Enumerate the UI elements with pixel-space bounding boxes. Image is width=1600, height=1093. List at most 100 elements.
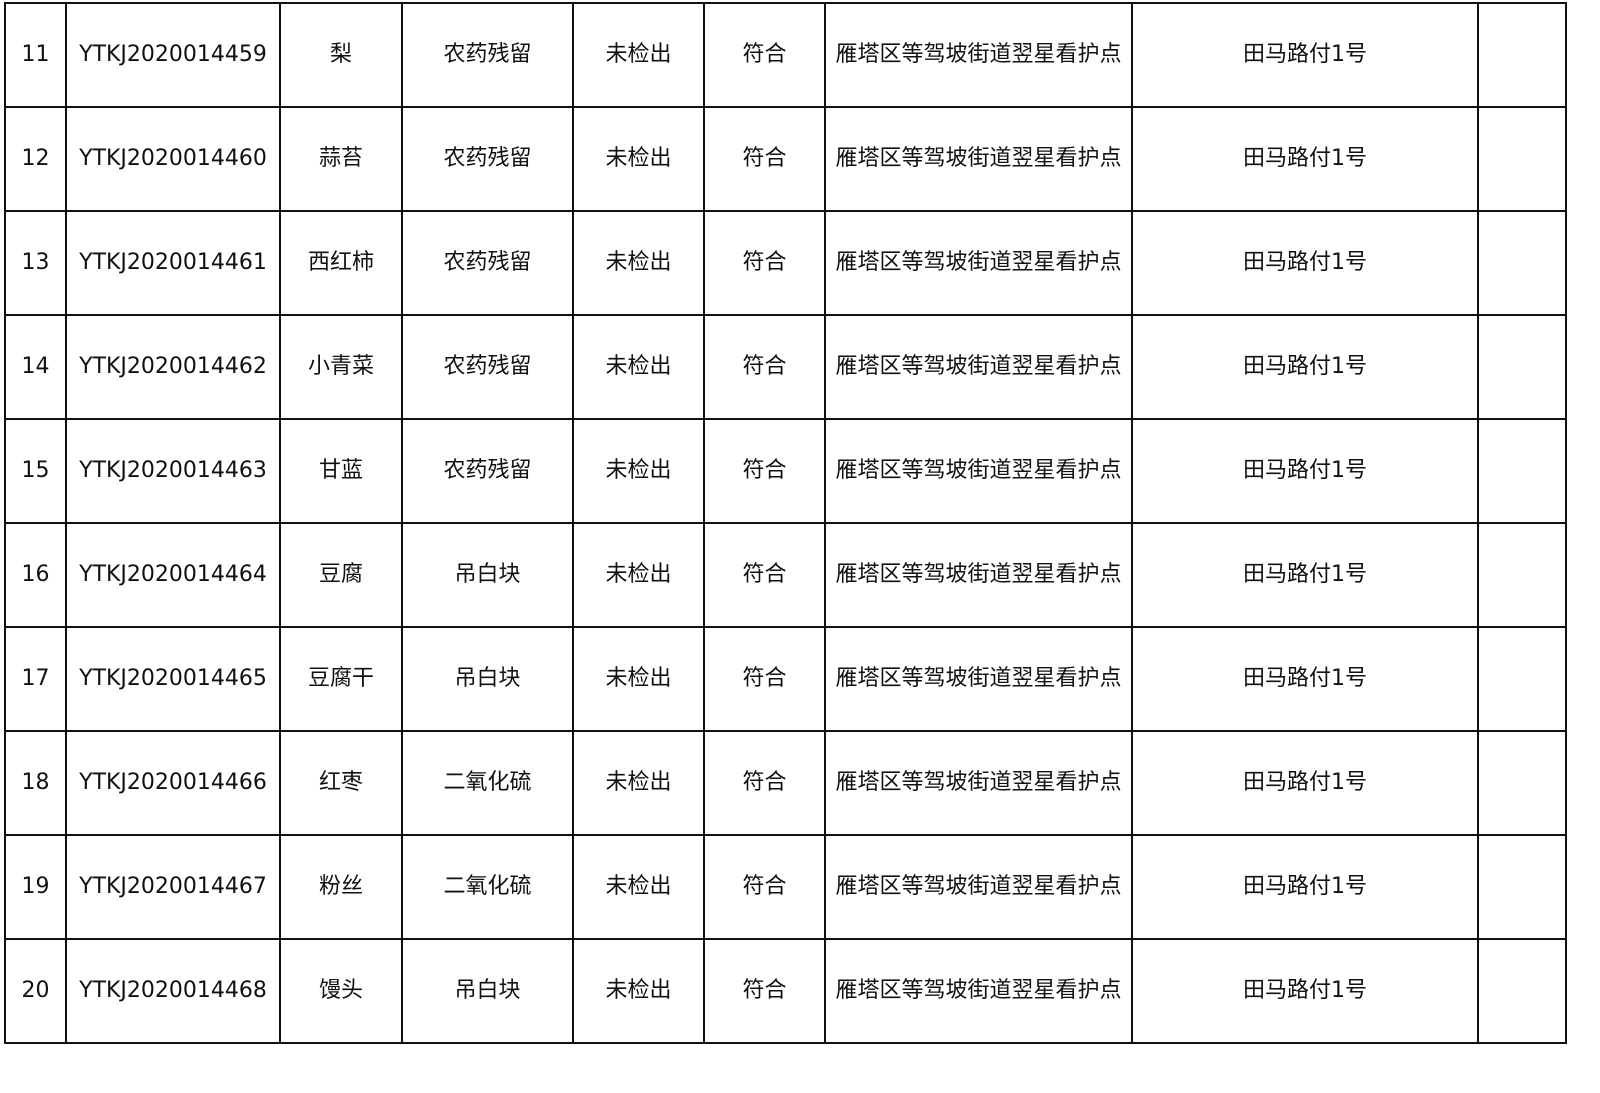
table-row: 11 YTKJ2020014459 梨农药残留 未检出 符合 雁塔区等驾坡街道翌星看护点田… bbox=[4, 2, 1567, 108]
cell-location: 雁塔区等驾坡街道翌星看护点 bbox=[824, 418, 1133, 524]
cell-item: 吊白块 bbox=[401, 938, 574, 1044]
inspection-results-table: 11 YTKJ2020014459 梨农药残留 未检出 符合 雁塔区等驾坡街道翌星看护点田… bbox=[4, 2, 1567, 1044]
cell-result: 未检出 bbox=[572, 210, 705, 316]
cell-note bbox=[1477, 730, 1567, 836]
cell-sample: 红枣 bbox=[279, 730, 403, 836]
cell-no: 12 bbox=[4, 106, 67, 212]
cell-judgement: 符合 bbox=[703, 314, 826, 420]
cell-address: 田马路付1号 bbox=[1131, 834, 1479, 940]
table-row: 15 YTKJ2020014463 甘蓝 农药残留 未检出 符合 雁塔区等驾坡街道翌星看护点… bbox=[4, 418, 1567, 524]
cell-location: 雁塔区等驾坡街道翌星看护点 bbox=[824, 2, 1133, 108]
cell-note bbox=[1477, 522, 1567, 628]
cell-note bbox=[1477, 314, 1567, 420]
cell-judgement: 符合 bbox=[703, 2, 826, 108]
cell-note bbox=[1477, 2, 1567, 108]
cell-note bbox=[1477, 938, 1567, 1044]
cell-sample: 粉丝 bbox=[279, 834, 403, 940]
cell-code: YTKJ2020014464 bbox=[65, 522, 281, 628]
table-row: 12 YTKJ2020014460 蒜苔 农药残留 未检出 符合 雁塔区等驾坡街道翌星看护点… bbox=[4, 106, 1567, 212]
cell-sample: 西红柿 bbox=[279, 210, 403, 316]
cell-judgement: 符合 bbox=[703, 106, 826, 212]
cell-sample: 馒头 bbox=[279, 938, 403, 1044]
cell-location: 雁塔区等驾坡街道翌星看护点 bbox=[824, 314, 1133, 420]
cell-item: 二氧化硫 bbox=[401, 730, 574, 836]
cell-address: 田马路付1号 bbox=[1131, 730, 1479, 836]
cell-result: 未检出 bbox=[572, 2, 705, 108]
cell-judgement: 符合 bbox=[703, 626, 826, 732]
cell-item: 吊白块 bbox=[401, 522, 574, 628]
cell-location: 雁塔区等驾坡街道翌星看护点 bbox=[824, 210, 1133, 316]
cell-note bbox=[1477, 106, 1567, 212]
cell-result: 未检出 bbox=[572, 730, 705, 836]
cell-address: 田马路付1号 bbox=[1131, 314, 1479, 420]
cell-judgement: 符合 bbox=[703, 418, 826, 524]
table-row: 20 YTKJ2020014468 馒头 吊白块 未检出 符合 雁塔区等驾坡街道翌星看护点田… bbox=[4, 938, 1567, 1044]
cell-code: YTKJ2020014463 bbox=[65, 418, 281, 524]
cell-result: 未检出 bbox=[572, 938, 705, 1044]
cell-item: 农药残留 bbox=[401, 418, 574, 524]
cell-address: 田马路付1号 bbox=[1131, 626, 1479, 732]
cell-address: 田马路付1号 bbox=[1131, 418, 1479, 524]
cell-location: 雁塔区等驾坡街道翌星看护点 bbox=[824, 730, 1133, 836]
cell-sample: 豆腐 bbox=[279, 522, 403, 628]
cell-note bbox=[1477, 626, 1567, 732]
cell-code: YTKJ2020014465 bbox=[65, 626, 281, 732]
cell-sample: 小青菜 bbox=[279, 314, 403, 420]
cell-location: 雁塔区等驾坡街道翌星看护点 bbox=[824, 834, 1133, 940]
cell-judgement: 符合 bbox=[703, 210, 826, 316]
cell-judgement: 符合 bbox=[703, 834, 826, 940]
table-row: 19 YTKJ2020014467 粉丝 二氧化硫 未检出 符合 雁塔区等驾坡街道翌星看护点… bbox=[4, 834, 1567, 940]
cell-note bbox=[1477, 210, 1567, 316]
cell-judgement: 符合 bbox=[703, 522, 826, 628]
table-row: 13 YTKJ2020014461 西红柿 农药残留 未检出 符合 雁塔区等驾坡街道翌星看护… bbox=[4, 210, 1567, 316]
cell-note bbox=[1477, 834, 1567, 940]
cell-item: 农药残留 bbox=[401, 106, 574, 212]
cell-address: 田马路付1号 bbox=[1131, 210, 1479, 316]
cell-code: YTKJ2020014459 bbox=[65, 2, 281, 108]
cell-location: 雁塔区等驾坡街道翌星看护点 bbox=[824, 106, 1133, 212]
cell-location: 雁塔区等驾坡街道翌星看护点 bbox=[824, 626, 1133, 732]
cell-no: 13 bbox=[4, 210, 67, 316]
cell-item: 吊白块 bbox=[401, 626, 574, 732]
cell-address: 田马路付1号 bbox=[1131, 522, 1479, 628]
cell-result: 未检出 bbox=[572, 418, 705, 524]
cell-sample: 蒜苔 bbox=[279, 106, 403, 212]
cell-result: 未检出 bbox=[572, 626, 705, 732]
cell-result: 未检出 bbox=[572, 522, 705, 628]
cell-code: YTKJ2020014467 bbox=[65, 834, 281, 940]
table-row: 18 YTKJ2020014466 红枣 二氧化硫 未检出 符合 雁塔区等驾坡街道翌星看护点… bbox=[4, 730, 1567, 836]
cell-no: 20 bbox=[4, 938, 67, 1044]
cell-address: 田马路付1号 bbox=[1131, 106, 1479, 212]
cell-location: 雁塔区等驾坡街道翌星看护点 bbox=[824, 938, 1133, 1044]
cell-code: YTKJ2020014468 bbox=[65, 938, 281, 1044]
cell-item: 农药残留 bbox=[401, 314, 574, 420]
cell-result: 未检出 bbox=[572, 314, 705, 420]
cell-address: 田马路付1号 bbox=[1131, 2, 1479, 108]
cell-item: 农药残留 bbox=[401, 2, 574, 108]
cell-sample: 甘蓝 bbox=[279, 418, 403, 524]
cell-sample: 梨 bbox=[279, 2, 403, 108]
cell-item: 农药残留 bbox=[401, 210, 574, 316]
cell-code: YTKJ2020014460 bbox=[65, 106, 281, 212]
table-row: 17 YTKJ2020014465 豆腐干 吊白块 未检出 符合 雁塔区等驾坡街道翌星看护点… bbox=[4, 626, 1567, 732]
cell-result: 未检出 bbox=[572, 106, 705, 212]
cell-no: 18 bbox=[4, 730, 67, 836]
cell-no: 14 bbox=[4, 314, 67, 420]
table-row: 14 YTKJ2020014462 小青菜 农药残留 未检出 符合 雁塔区等驾坡街道翌星看护… bbox=[4, 314, 1567, 420]
cell-code: YTKJ2020014462 bbox=[65, 314, 281, 420]
cell-result: 未检出 bbox=[572, 834, 705, 940]
cell-note bbox=[1477, 418, 1567, 524]
cell-no: 19 bbox=[4, 834, 67, 940]
cell-sample: 豆腐干 bbox=[279, 626, 403, 732]
cell-code: YTKJ2020014466 bbox=[65, 730, 281, 836]
cell-location: 雁塔区等驾坡街道翌星看护点 bbox=[824, 522, 1133, 628]
cell-no: 11 bbox=[4, 2, 67, 108]
cell-item: 二氧化硫 bbox=[401, 834, 574, 940]
cell-no: 16 bbox=[4, 522, 67, 628]
cell-judgement: 符合 bbox=[703, 730, 826, 836]
cell-judgement: 符合 bbox=[703, 938, 826, 1044]
table-row: 16 YTKJ2020014464 豆腐 吊白块 未检出 符合 雁塔区等驾坡街道翌星看护点田… bbox=[4, 522, 1567, 628]
cell-address: 田马路付1号 bbox=[1131, 938, 1479, 1044]
cell-code: YTKJ2020014461 bbox=[65, 210, 281, 316]
cell-no: 15 bbox=[4, 418, 67, 524]
